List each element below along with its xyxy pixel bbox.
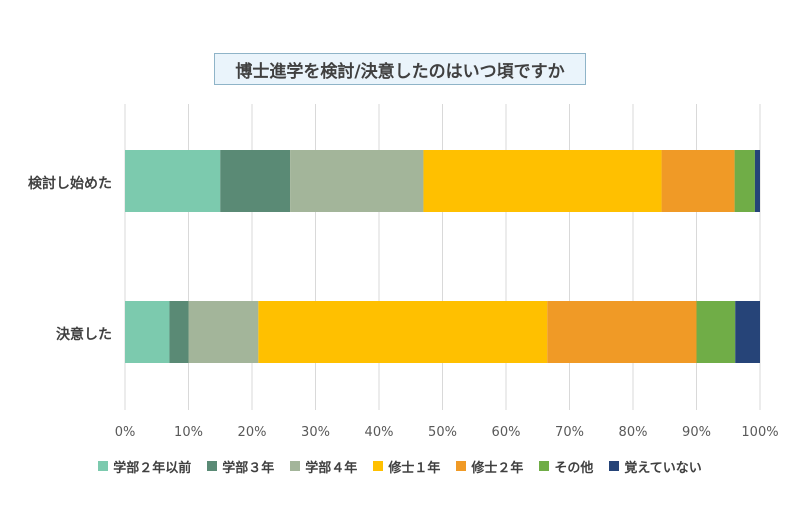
legend-item-0: 学部２年以前	[98, 457, 191, 476]
bar-1-series-5	[696, 301, 736, 363]
bar-0-series-2	[290, 150, 424, 212]
x-tick-label-6: 60%	[492, 425, 521, 440]
legend-label-0: 学部２年以前	[113, 460, 192, 476]
x-tick-label-0: 0%	[115, 425, 136, 440]
category-label-considering: 検討し始めた	[28, 176, 112, 192]
bar-1-series-0	[125, 301, 170, 363]
bar-1-series-3	[258, 301, 548, 363]
legend-item-5: その他	[539, 457, 593, 476]
x-tick-label-1: 10%	[174, 425, 203, 440]
chart-legend: 学部２年以前 学部３年 学部４年 修士１年 修士２年 その他 覚えていない	[0, 456, 800, 476]
legend-label-4: 修士２年	[471, 460, 524, 476]
bar-1-series-1	[169, 301, 189, 363]
legend-swatch-1	[207, 461, 218, 471]
bar-0-series-1	[220, 150, 291, 212]
legend-item-2: 学部４年	[290, 457, 357, 476]
x-tick-label-2: 20%	[238, 425, 267, 440]
x-tick-label-9: 90%	[682, 425, 711, 440]
legend-swatch-4	[456, 461, 467, 471]
bar-0-series-5	[734, 150, 755, 212]
legend-item-3: 修士１年	[373, 457, 440, 476]
x-tick-label-3: 30%	[301, 425, 330, 440]
x-tick-label-7: 70%	[555, 425, 584, 440]
x-tick-label-4: 40%	[365, 425, 394, 440]
bar-0-series-0	[125, 150, 221, 212]
legend-swatch-0	[98, 461, 109, 471]
bar-1-series-2	[188, 301, 259, 363]
legend-swatch-6	[609, 461, 620, 471]
legend-item-6: 覚えていない	[609, 457, 702, 476]
category-label-decided: 決意した	[56, 327, 112, 343]
chart-title: 博士進学を検討/決意したのはいつ頃ですか	[214, 53, 586, 85]
bar-0-series-4	[661, 150, 735, 212]
x-tick-label-5: 50%	[428, 425, 457, 440]
legend-label-5: その他	[554, 460, 594, 476]
legend-swatch-2	[290, 461, 301, 471]
bar-1-series-6	[735, 301, 760, 363]
legend-label-2: 学部４年	[305, 460, 358, 476]
legend-label-3: 修士１年	[388, 460, 441, 476]
bar-1-series-4	[547, 301, 697, 363]
bar-0-series-3	[423, 150, 662, 212]
legend-label-6: 覚えていない	[624, 460, 702, 476]
x-tick-label-10: 100%	[741, 425, 778, 440]
legend-swatch-5	[539, 461, 550, 471]
legend-label-1: 学部３年	[222, 460, 275, 476]
x-tick-label-8: 80%	[619, 425, 648, 440]
legend-swatch-3	[373, 461, 384, 471]
legend-item-1: 学部３年	[207, 457, 274, 476]
bar-0-series-6	[754, 150, 760, 212]
legend-item-4: 修士２年	[456, 457, 523, 476]
